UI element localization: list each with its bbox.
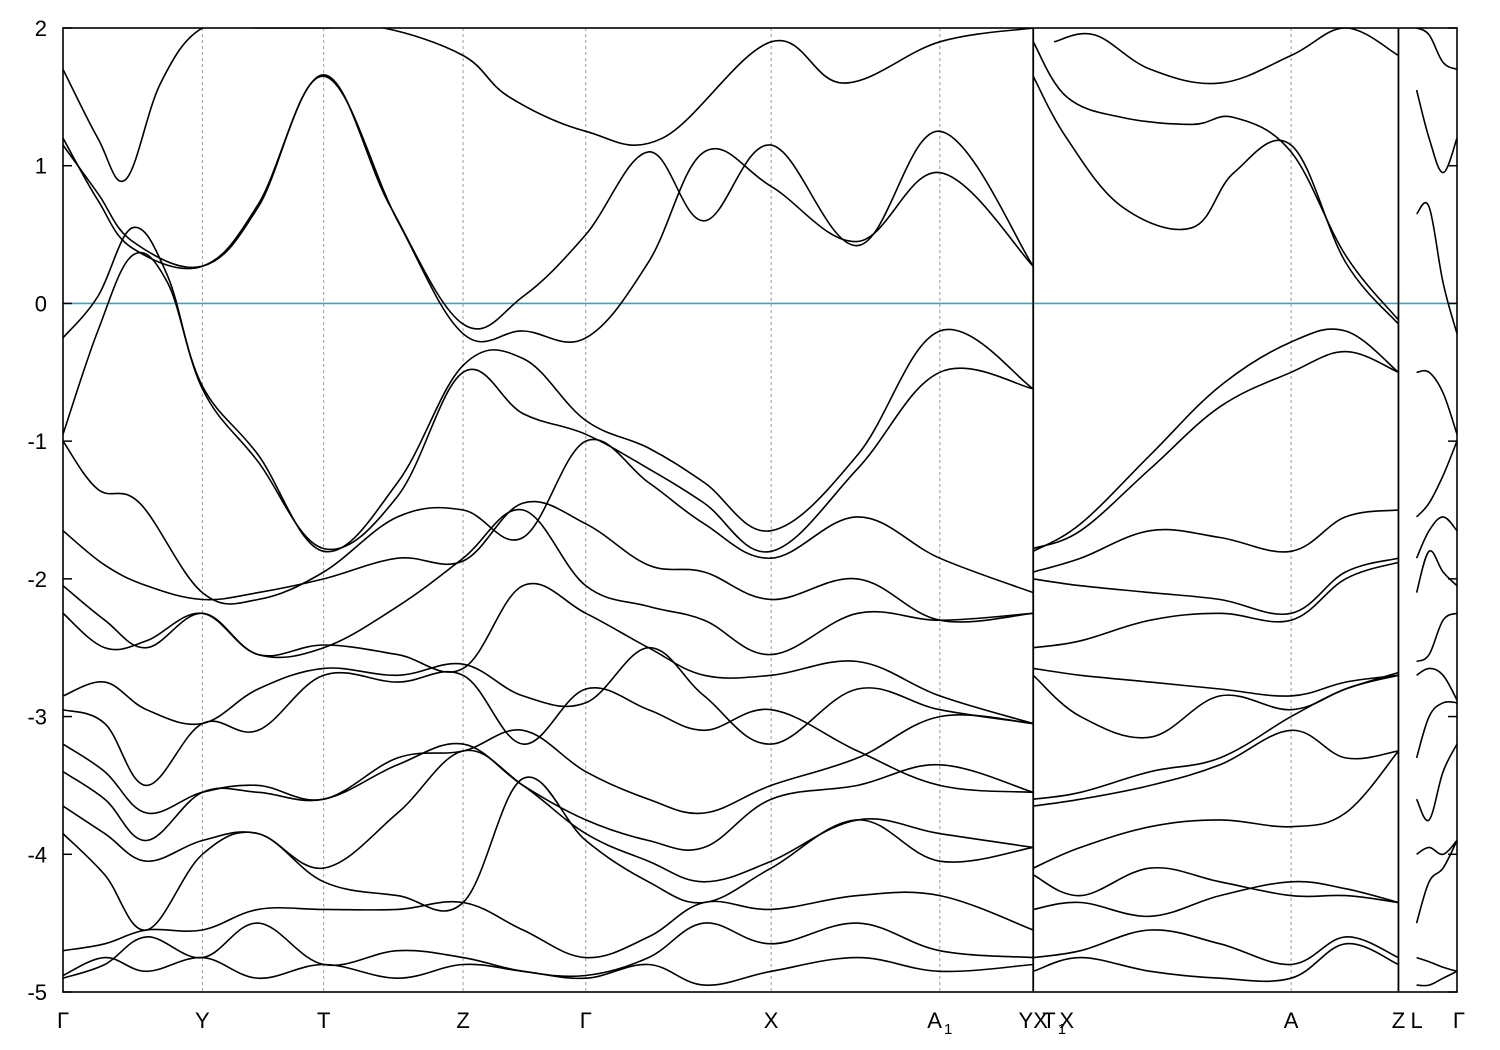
band-line-10 [63,670,1034,794]
band-line-25 [1033,561,1399,649]
x-tick-label-0: Γ [57,1008,69,1033]
band-line-33 [1033,929,1399,966]
band-line-24 [1033,557,1399,616]
band-line-0 [63,28,1034,183]
x-tick-label-2: T [317,1008,330,1033]
band-line-48 [1416,956,1457,973]
band-line-35 [1416,28,1457,71]
band-line-15 [63,891,1034,959]
band-line-17 [63,956,1034,986]
x-tick-label-4: Γ [580,1008,592,1033]
band-line-29 [1033,729,1399,807]
plot-frame [62,27,1458,993]
band-line-13 [63,749,1034,883]
band-line-40 [1415,516,1457,559]
band-line-22 [1032,350,1399,550]
y-axis-ticks: -5 -4 -3 -2 -1 0 1 2 [27,16,1457,1005]
y-tick-label: -3 [27,705,47,730]
x-axis-ticks: Γ Y T Z Γ X A 1 YXT 1X A Z L Γ [57,1008,1465,1038]
band-line-30 [1032,750,1400,869]
y-tick-label: 2 [35,16,47,41]
band-line-2 [63,73,1034,330]
band-line-8 [63,582,1034,725]
band-line-47 [1415,840,1457,924]
band-line-42 [1416,612,1457,663]
y-tick-label: -5 [27,980,47,1005]
band-line-23 [1032,509,1399,573]
band-line-4 [63,226,1034,553]
band-line-26 [1033,667,1399,697]
band-line-18 [1053,28,1399,85]
x-tick-label-9: X [1059,1008,1074,1033]
x-tick-label-3: Z [456,1008,469,1033]
band-line-45 [1415,743,1457,822]
band-line-38 [1416,369,1457,435]
x-tick-label-1: Y [195,1008,210,1033]
segment-break-lines [1032,28,1400,992]
x-tick-label-11: Z [1392,1008,1405,1033]
x-tick-label-7: YX [1019,1008,1049,1033]
band-line-49 [1416,970,1457,987]
band-line-37 [1415,201,1457,334]
band-line-39 [1415,440,1457,518]
band-line-5 [63,438,1034,605]
band-line-31 [1032,866,1399,904]
band-line-3 [63,251,1034,553]
band-line-7 [63,508,1034,659]
x-tick-label-13: Γ [1453,1008,1465,1033]
x-tick-label-12: L [1410,1008,1422,1033]
band-line-6 [63,500,1034,623]
x-tick-label-5: X [764,1008,779,1033]
band-line-21 [1032,328,1399,552]
band-line-16 [63,922,1034,979]
band-line-32 [1033,880,1399,918]
band-line-9 [63,646,1034,745]
band-line-12 [63,742,1034,851]
band-line-19 [1032,75,1400,325]
x-tick-label-10: A [1284,1008,1299,1033]
band-line-36 [1415,89,1457,174]
band-line-44 [1415,700,1457,759]
band-line-46 [1416,839,1457,856]
y-tick-label: -4 [27,842,47,867]
y-tick-label: -1 [27,429,47,454]
band-line-20 [1032,41,1400,321]
band-line-41 [1415,550,1457,593]
y-tick-label: 0 [35,291,47,316]
band-curves [63,28,1457,987]
band-line-28 [1033,674,1399,800]
band-line-14 [63,776,1034,931]
y-tick-label: -2 [27,567,47,592]
band-line-34 [1032,942,1399,983]
y-tick-label: 1 [35,154,47,179]
band-line-43 [1416,667,1457,701]
kpoint-grid-lines [201,28,1292,992]
band-line-11 [63,714,1034,815]
